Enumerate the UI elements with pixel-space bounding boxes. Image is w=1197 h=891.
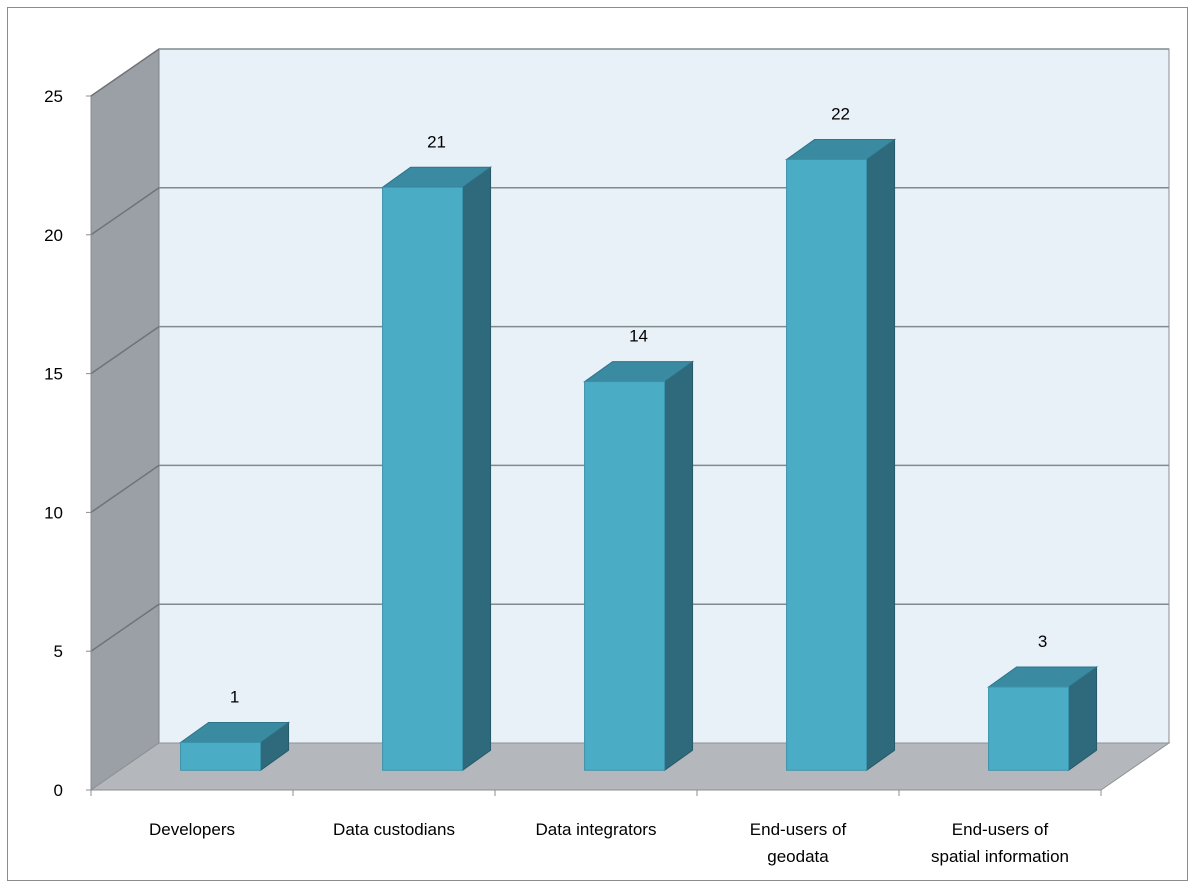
y-tick-label: 20 (44, 226, 63, 245)
data-label: 14 (629, 327, 648, 346)
x-category-label: Data integrators (536, 820, 657, 839)
x-category-label: Developers (149, 820, 235, 839)
gridline-side (90, 464, 160, 514)
bar (988, 686, 1070, 771)
gridline-side (90, 603, 160, 652)
bar-chart-3d: 0 5 10 15 20 25 1 21 14 22 3 Developers Data custodi… (44, 48, 1171, 866)
y-tick-label: 10 (44, 503, 63, 522)
bar-side (664, 360, 694, 772)
side-wall (90, 48, 160, 791)
bar (180, 742, 262, 771)
x-category-label: Data custodians (333, 820, 455, 839)
data-label: 1 (230, 688, 239, 707)
data-label: 21 (427, 132, 446, 151)
bar-side (462, 166, 492, 772)
y-tick-label: 15 (44, 365, 63, 384)
x-category-label: geodata (767, 847, 829, 866)
gridline-side (90, 325, 160, 375)
y-tick-label: 25 (44, 87, 63, 106)
y-tick-label: 5 (54, 642, 63, 661)
x-category-label: spatial information (931, 847, 1069, 866)
x-category-label: End-users of (952, 820, 1049, 839)
data-label: 22 (831, 105, 850, 124)
y-tick-label: 0 (54, 781, 63, 800)
gridline-side (90, 48, 160, 97)
data-label: 3 (1038, 632, 1047, 651)
bar (786, 159, 868, 771)
chart-frame: 0 5 10 15 20 25 1 21 14 22 3 Developers Data custodi… (7, 7, 1188, 881)
bar (584, 381, 666, 771)
bar-side (866, 138, 896, 772)
x-category-label: End-users of (750, 820, 847, 839)
gridline-side (90, 187, 160, 236)
bar (382, 186, 464, 771)
